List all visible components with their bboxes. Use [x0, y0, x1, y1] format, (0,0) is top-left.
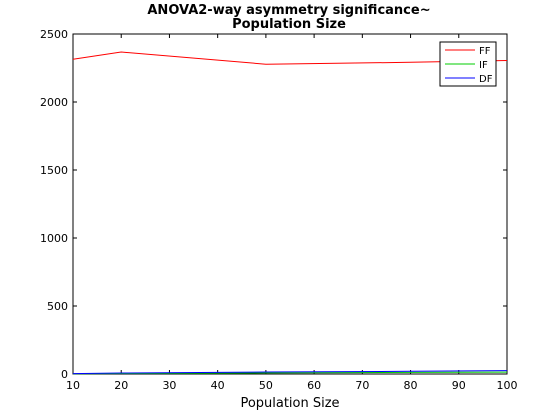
x-tick-label: 100: [497, 379, 518, 392]
y-tick-label: 2000: [40, 96, 68, 109]
x-tick-label: 60: [307, 379, 321, 392]
chart-title-line1: ANOVA2-way asymmetry significance~: [147, 3, 430, 18]
x-tick-label: 20: [114, 379, 128, 392]
x-tick-label: 80: [404, 379, 418, 392]
x-axis-label: Population Size: [240, 396, 339, 411]
y-axis: 0 500 1000 1500 2000 2500: [40, 28, 507, 381]
y-tick-label: 1500: [40, 164, 68, 177]
x-tick-label: 30: [162, 379, 176, 392]
y-tick-label: 2500: [40, 28, 68, 41]
x-tick-label: 90: [452, 379, 466, 392]
y-tick-label: 500: [47, 300, 68, 313]
x-tick-label: 40: [211, 379, 225, 392]
series-line-df: [72, 370, 508, 375]
legend-label-df: DF: [479, 74, 493, 85]
y-tick-label: 1000: [40, 232, 68, 245]
legend-label-ff: FF: [479, 46, 491, 57]
x-tick-label: 50: [259, 379, 273, 392]
plot-area: [72, 33, 508, 375]
chart-title-line2: Population Size: [232, 17, 346, 32]
x-tick-label: 70: [355, 379, 369, 392]
x-axis: 10 20 30 40 50 60 70 80 90 100: [66, 34, 518, 392]
legend-label-if: IF: [479, 60, 488, 71]
legend: FF IF DF: [439, 41, 497, 87]
y-tick-label: 0: [61, 368, 68, 381]
x-tick-label: 10: [66, 379, 80, 392]
